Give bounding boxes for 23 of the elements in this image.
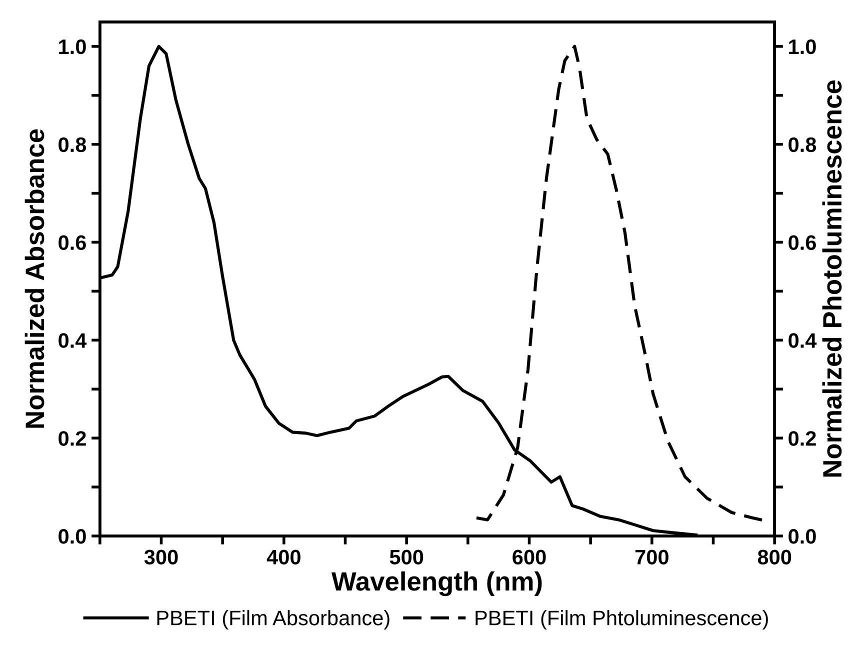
x-tick-label: 700 (635, 550, 668, 564)
y-tick-label: 0.0 (58, 528, 86, 544)
y2-tick-label: 0.2 (788, 431, 816, 446)
y2-tick-label: 0.8 (788, 137, 816, 152)
x-tick-label: 300 (144, 550, 178, 565)
y-tick-label: 0.6 (58, 235, 86, 250)
y2-tick-label: 0.6 (788, 235, 816, 250)
x-tick-label: 400 (266, 550, 300, 564)
y2-tick-label: 0.0 (788, 528, 816, 544)
x-tick-label: 800 (758, 550, 792, 564)
y2-tick-label: 0.4 (788, 333, 817, 348)
y-tick-label: 0.4 (58, 333, 87, 348)
y2-tick-label: 1.0 (789, 39, 816, 54)
legend-label: PBETI (Film Phtoluminescence) (476, 610, 768, 630)
x-tick-label: 600 (512, 550, 546, 564)
y-tick-label: 0.2 (58, 431, 86, 446)
x-tick-label: 500 (390, 550, 424, 564)
x-axis-title: Wavelength (nm) (331, 571, 542, 596)
y-tick-label: 0.8 (58, 137, 86, 152)
y-tick-label: 1.0 (59, 39, 86, 54)
y-axis-title: Normalized Absorbance (24, 129, 44, 428)
legend-label: PBETI (Film Absorbance) (157, 610, 390, 630)
y2-axis-title: Normalized Photoluminescence (822, 80, 842, 477)
